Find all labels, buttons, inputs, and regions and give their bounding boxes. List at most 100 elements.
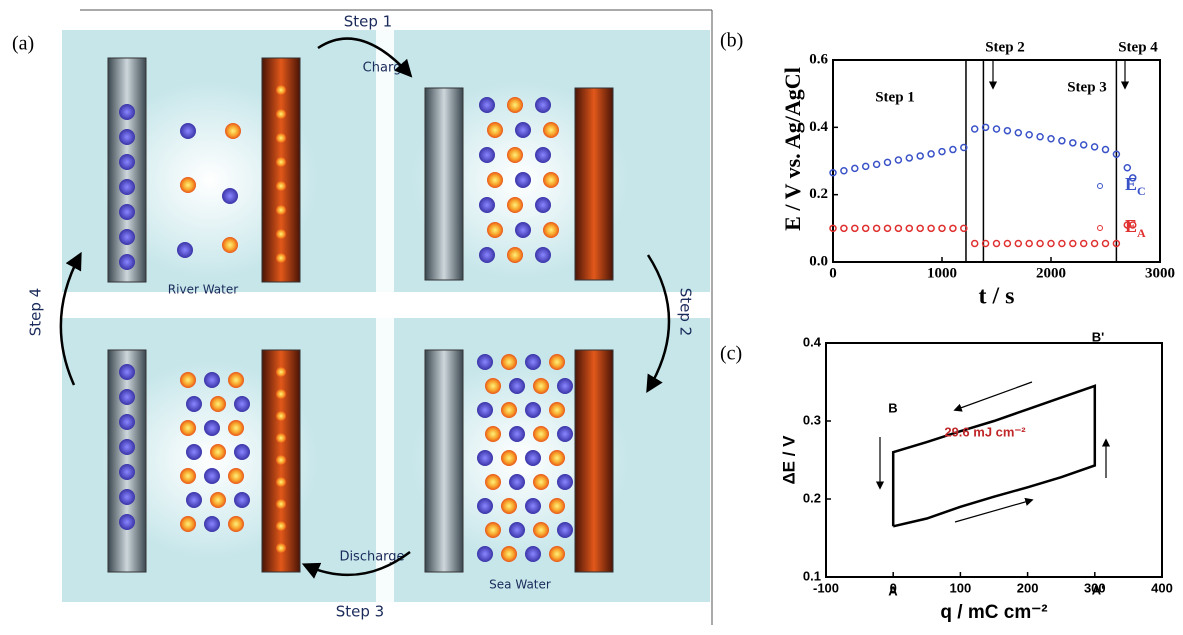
- data-point: [917, 225, 923, 231]
- electrode: [575, 350, 613, 572]
- legend-label: EA: [1125, 216, 1146, 240]
- data-point: [994, 240, 1000, 246]
- cation: [501, 498, 517, 514]
- data-point: [874, 225, 880, 231]
- anion: [234, 492, 250, 508]
- charge-dot: [276, 367, 286, 377]
- data-point: [1070, 140, 1076, 146]
- cation: [228, 468, 244, 484]
- data-point: [1081, 142, 1087, 148]
- cation: [210, 396, 226, 412]
- data-point: [1026, 240, 1032, 246]
- cation: [485, 378, 501, 394]
- y-tick-label: 0.4: [809, 119, 828, 135]
- anion: [119, 414, 135, 430]
- anion: [204, 420, 220, 436]
- data-point: [1059, 240, 1065, 246]
- x-tick-label: 0: [829, 265, 837, 281]
- data-point: [1015, 130, 1021, 136]
- plot-frame: [826, 343, 1162, 577]
- anion: [119, 439, 135, 455]
- data-point: [1070, 240, 1076, 246]
- anion: [477, 498, 493, 514]
- anion: [119, 204, 135, 220]
- data-point: [928, 151, 934, 157]
- anion: [119, 229, 135, 245]
- step-label: Step 3: [336, 603, 384, 621]
- cation: [180, 516, 196, 532]
- x-axis-label: q / mC cm⁻²: [940, 602, 1047, 623]
- data-point: [1092, 240, 1098, 246]
- charge-dot: [276, 85, 286, 95]
- cation: [533, 522, 549, 538]
- data-point: [874, 161, 880, 167]
- cation: [225, 123, 241, 139]
- y-axis-label: E / V vs. Ag/AgCl: [780, 67, 805, 231]
- charge-dot: [276, 181, 286, 191]
- anion: [186, 396, 202, 412]
- cation: [487, 122, 503, 138]
- anion: [186, 444, 202, 460]
- charge-dot: [276, 433, 286, 443]
- cation: [501, 402, 517, 418]
- anion: [557, 426, 573, 442]
- data-point: [1026, 132, 1032, 138]
- x-tick-label: 3000: [1145, 265, 1175, 281]
- cation: [549, 450, 565, 466]
- step-label: Step 1: [344, 13, 392, 31]
- point-label: B': [1092, 329, 1104, 344]
- step-label: Step 4: [27, 288, 45, 336]
- anion: [535, 197, 551, 213]
- anion: [557, 474, 573, 490]
- data-point: [950, 225, 956, 231]
- cation: [549, 354, 565, 370]
- point-label: B: [888, 400, 897, 415]
- panel-label: (a): [12, 33, 34, 55]
- anion: [477, 546, 493, 562]
- charge-dot: [276, 157, 286, 167]
- data-point: [1081, 240, 1087, 246]
- legend-label: EC: [1125, 174, 1146, 198]
- anion: [509, 474, 525, 490]
- data-point: [994, 126, 1000, 132]
- anion: [234, 396, 250, 412]
- anion: [119, 489, 135, 505]
- annotation: Step 2: [985, 39, 1025, 55]
- y-tick-label: 0.1: [803, 568, 821, 583]
- data-point: [1037, 134, 1043, 140]
- cation: [549, 498, 565, 514]
- anion: [557, 378, 573, 394]
- anion: [535, 97, 551, 113]
- anion: [535, 247, 551, 263]
- x-tick-label: 400: [1151, 580, 1173, 595]
- diagram: (a) Step 1 Charge Step 2 Step 3 Discharg…: [12, 10, 712, 625]
- anion: [119, 464, 135, 480]
- data-point: [852, 225, 858, 231]
- data-point: [917, 153, 923, 159]
- anion: [479, 247, 495, 263]
- cation: [487, 222, 503, 238]
- x-tick-label: 1000: [927, 265, 957, 281]
- data-point: [841, 225, 847, 231]
- charge-dot: [276, 543, 286, 553]
- data-point: [885, 225, 891, 231]
- data-point: [1037, 240, 1043, 246]
- data-point: [885, 159, 891, 165]
- cation: [228, 420, 244, 436]
- anion: [119, 514, 135, 530]
- point-label: A': [1092, 582, 1104, 597]
- charge-dot: [276, 499, 286, 509]
- data-point: [950, 147, 956, 153]
- cation: [549, 546, 565, 562]
- data-point: [939, 225, 945, 231]
- panel-label: (c): [720, 343, 742, 365]
- direction-arrow: [955, 500, 1032, 522]
- anion: [557, 522, 573, 538]
- data-point: [906, 225, 912, 231]
- cation: [485, 522, 501, 538]
- cation: [485, 474, 501, 490]
- anion: [525, 546, 541, 562]
- data-point: [1103, 240, 1109, 246]
- cation: [533, 474, 549, 490]
- cation: [533, 426, 549, 442]
